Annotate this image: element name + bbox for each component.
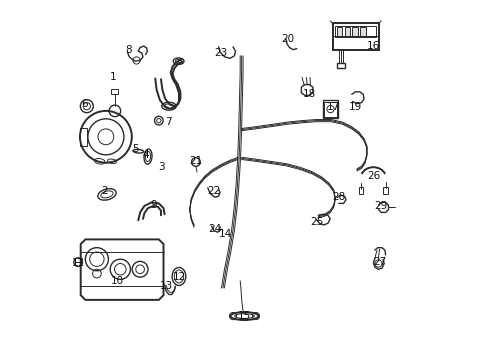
Text: 13: 13 xyxy=(159,281,172,291)
Text: 23: 23 xyxy=(214,48,227,58)
Bar xyxy=(111,89,118,94)
Text: 1: 1 xyxy=(110,72,116,82)
Bar xyxy=(332,23,378,50)
Bar xyxy=(335,26,375,37)
Bar xyxy=(383,187,387,194)
Bar xyxy=(360,27,366,36)
Text: 12: 12 xyxy=(172,272,185,282)
Text: 24: 24 xyxy=(208,224,221,234)
Text: 9: 9 xyxy=(150,200,157,210)
Bar xyxy=(324,102,336,117)
Text: 27: 27 xyxy=(372,257,386,267)
Text: 2: 2 xyxy=(101,186,107,196)
Bar xyxy=(80,128,87,146)
Text: 5: 5 xyxy=(132,144,139,154)
Text: 4: 4 xyxy=(142,150,148,160)
Text: 7: 7 xyxy=(164,117,171,127)
Text: 11: 11 xyxy=(72,258,85,268)
Text: 17: 17 xyxy=(326,102,340,112)
Text: 6: 6 xyxy=(81,99,88,109)
Text: 10: 10 xyxy=(111,276,124,286)
Bar xyxy=(322,100,337,118)
Text: 26: 26 xyxy=(366,171,379,181)
Text: 14: 14 xyxy=(219,229,232,239)
Text: 3: 3 xyxy=(158,162,164,172)
Bar xyxy=(337,63,345,68)
Text: 19: 19 xyxy=(348,102,361,112)
Text: 22: 22 xyxy=(207,186,220,196)
Text: 16: 16 xyxy=(366,41,379,51)
Bar xyxy=(75,258,81,262)
Text: 28: 28 xyxy=(331,192,345,202)
Text: 18: 18 xyxy=(302,89,315,99)
Bar xyxy=(352,27,358,36)
Text: 8: 8 xyxy=(125,45,132,55)
Text: 29: 29 xyxy=(374,201,387,211)
Text: 21: 21 xyxy=(189,156,202,166)
Text: 25: 25 xyxy=(309,217,323,228)
Text: 20: 20 xyxy=(281,34,294,44)
Bar xyxy=(344,27,349,36)
Bar xyxy=(358,187,363,194)
Bar xyxy=(336,27,342,36)
Text: 15: 15 xyxy=(237,311,251,321)
